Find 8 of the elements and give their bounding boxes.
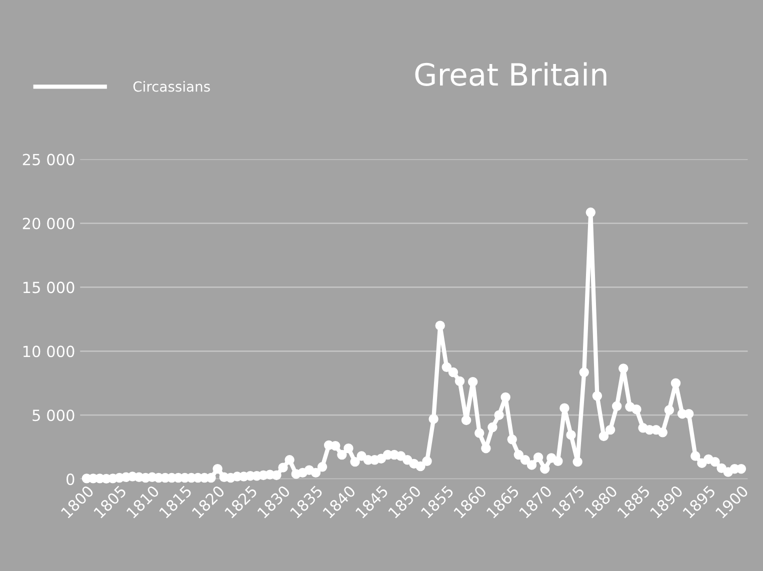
y-tick-label: 10 000 xyxy=(23,346,74,358)
y-tick-label: 0 xyxy=(66,474,74,486)
y-tick-label: 25 000 xyxy=(22,154,74,166)
y-tick-label: 20 000 xyxy=(22,218,74,230)
legend-label: Circassians xyxy=(133,81,210,92)
chart-title: Great Britain xyxy=(415,62,606,86)
y-tick-label: 5 000 xyxy=(32,410,74,422)
y-tick-label: 15 000 xyxy=(23,282,74,294)
